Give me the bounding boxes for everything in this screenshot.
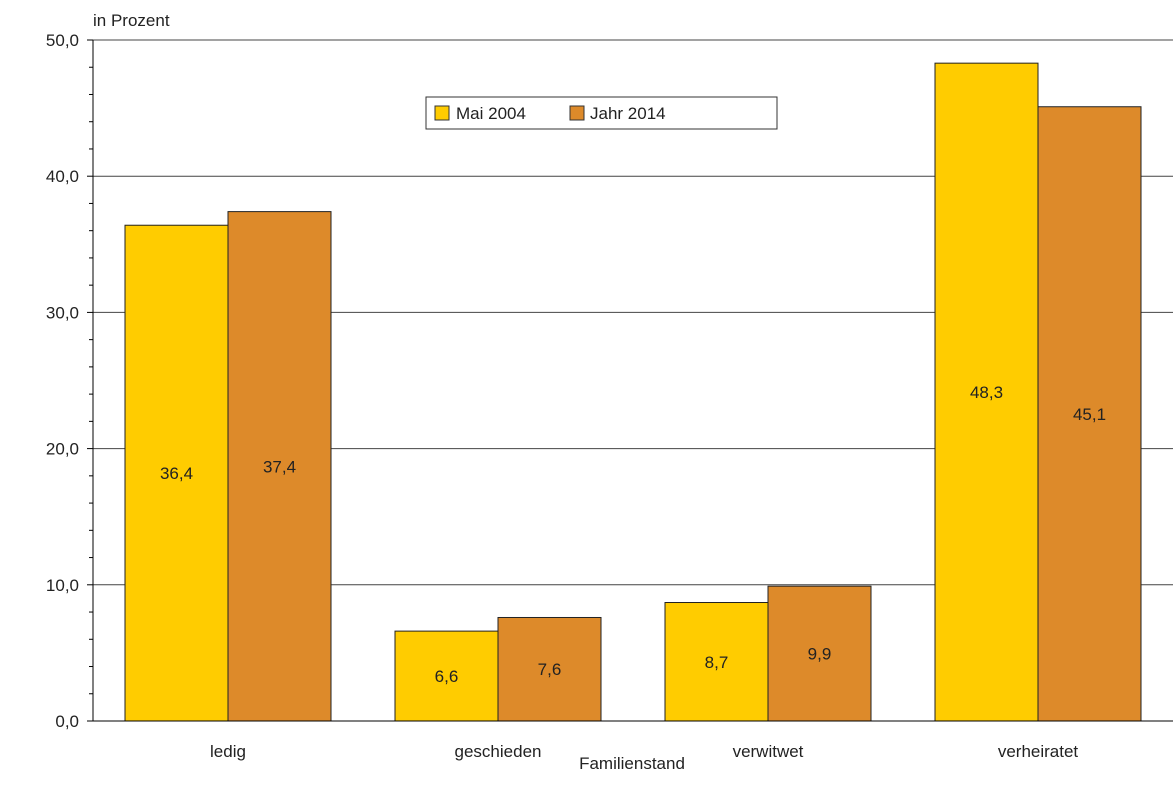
x-axis-title: Familienstand	[579, 754, 685, 773]
bar-geschieden-mai-2004	[394, 630, 499, 722]
data-label: 48,3	[970, 383, 1003, 402]
category-label: geschieden	[455, 742, 542, 761]
y-tick-label: 0,0	[55, 712, 79, 731]
bar-geschieden-jahr-2014	[497, 616, 602, 722]
data-label: 36,4	[160, 464, 193, 483]
category-labels-group: ledig geschieden verwitwet verheiratet	[210, 742, 1078, 761]
y-tick-label: 40,0	[46, 167, 79, 186]
bar-verwitwet-mai-2004	[664, 602, 769, 722]
bar-verheiratet-jahr-2014	[1037, 106, 1142, 722]
data-label: 45,1	[1073, 405, 1106, 424]
data-label: 7,6	[538, 660, 562, 679]
bar-verheiratet-mai-2004	[934, 62, 1039, 722]
legend-swatch-jahr-2014	[569, 105, 585, 121]
data-label: 9,9	[808, 645, 832, 664]
category-label: verwitwet	[733, 742, 804, 761]
y-axis-title: in Prozent	[93, 11, 170, 30]
y-tick-label: 20,0	[46, 440, 79, 459]
bar-ledig-jahr-2014	[227, 211, 332, 722]
data-label: 6,6	[435, 667, 459, 686]
bars-group	[124, 62, 1142, 722]
legend: Mai 2004 Jahr 2014	[425, 96, 778, 130]
bar-verwitwet-jahr-2014	[767, 585, 872, 722]
legend-box	[425, 96, 778, 130]
data-label: 8,7	[705, 653, 729, 672]
legend-swatch-mai-2004	[434, 105, 450, 121]
legend-label-mai-2004: Mai 2004	[456, 104, 526, 123]
y-axis-ticks: 0,0 10,0 20,0 30,0 40,0 50,0	[46, 31, 93, 731]
y-tick-label: 10,0	[46, 576, 79, 595]
data-labels-group: 36,4 37,4 6,6 7,6 8,7 9,9 48,3 45,1	[160, 383, 1106, 686]
y-tick-label: 50,0	[46, 31, 79, 50]
data-label: 37,4	[263, 457, 296, 476]
bar-ledig-mai-2004	[124, 224, 229, 722]
category-label: ledig	[210, 742, 246, 761]
legend-label-jahr-2014: Jahr 2014	[590, 104, 666, 123]
category-label: verheiratet	[998, 742, 1079, 761]
y-tick-label: 30,0	[46, 303, 79, 322]
